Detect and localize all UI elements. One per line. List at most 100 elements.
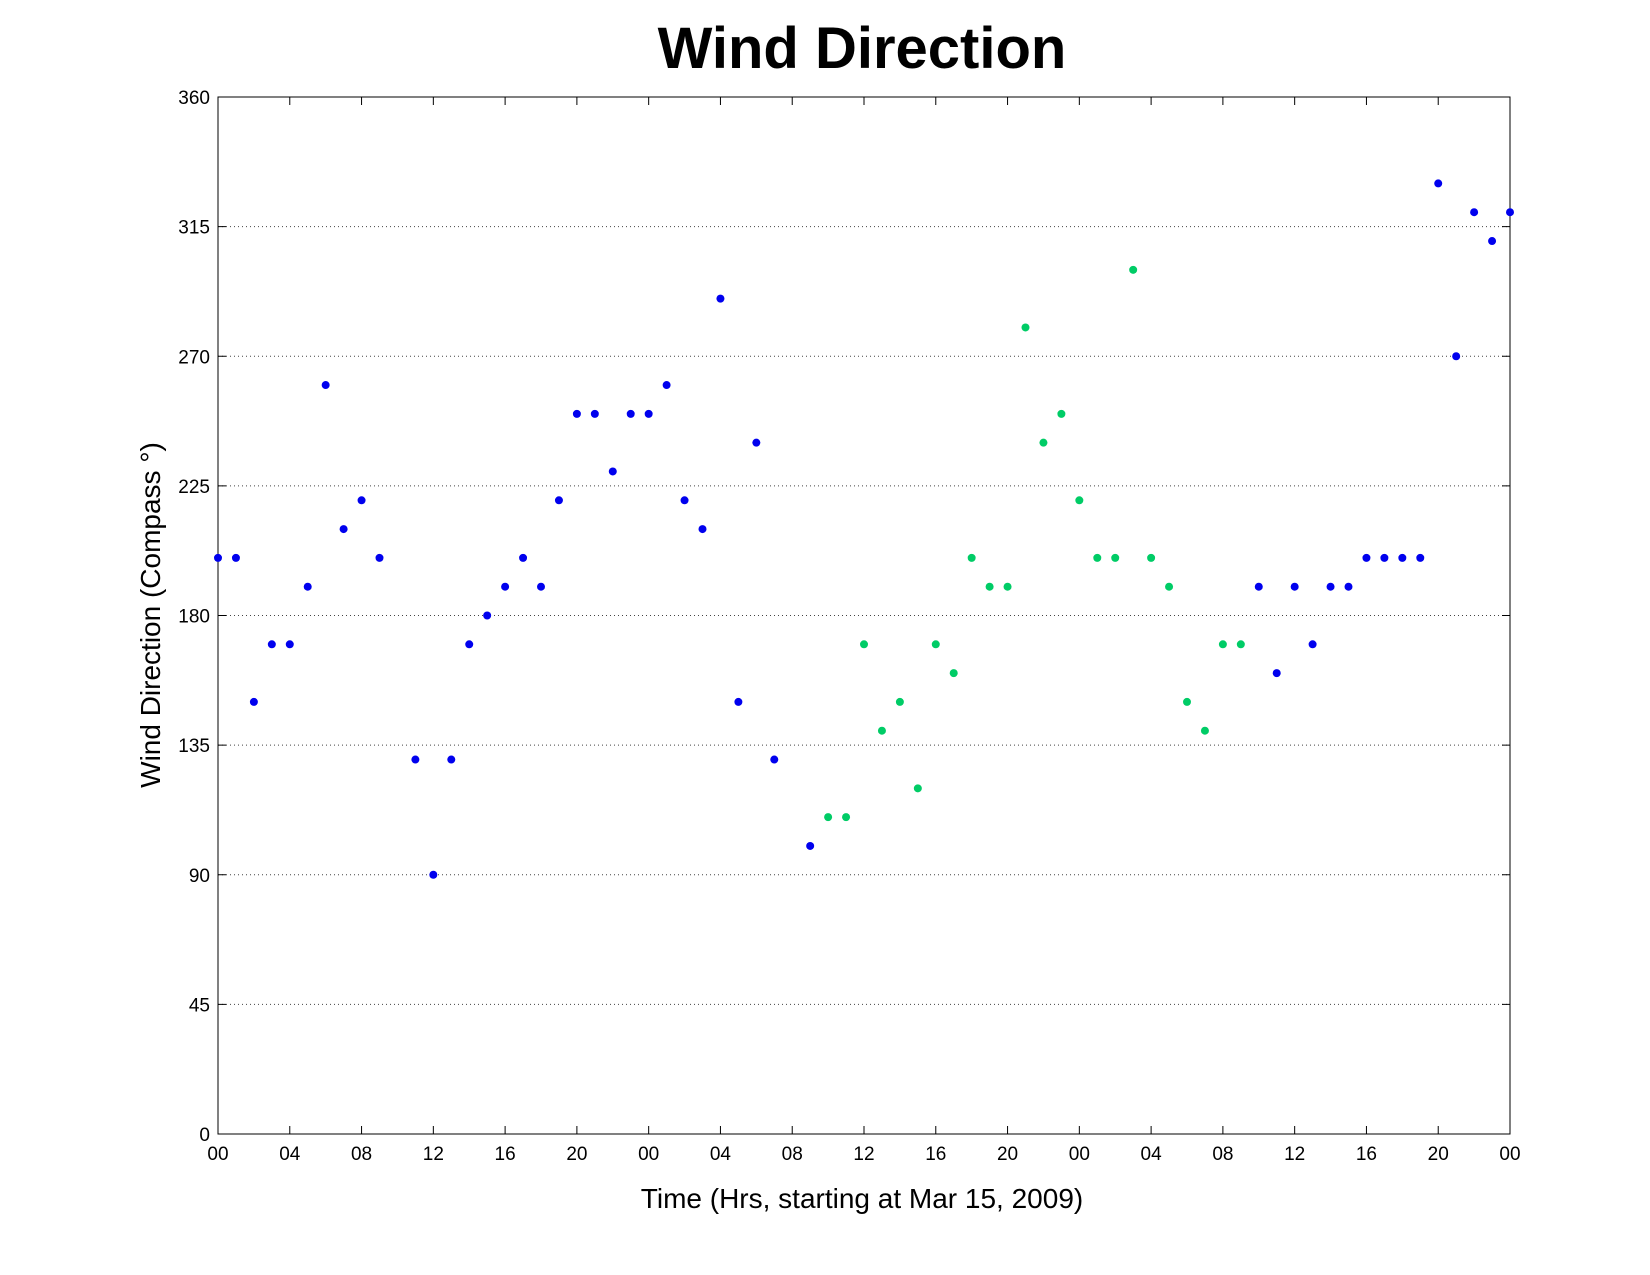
point: [429, 870, 438, 879]
x-tick-label: 12: [423, 1144, 444, 1165]
point: [1183, 697, 1191, 706]
point: [824, 813, 833, 822]
point: [303, 582, 312, 591]
point: [1452, 352, 1461, 361]
point: [1039, 438, 1048, 447]
x-tick-label: 12: [1284, 1144, 1305, 1165]
point: [447, 755, 456, 764]
point: [931, 640, 940, 649]
point: [590, 409, 599, 418]
point: [680, 496, 689, 505]
y-tick-label: 135: [178, 736, 210, 757]
point: [1362, 553, 1371, 562]
point: [1165, 582, 1174, 591]
point: [949, 669, 958, 678]
point: [249, 697, 258, 706]
point: [483, 611, 492, 620]
point: [1003, 582, 1012, 591]
point: [321, 381, 330, 390]
point: [608, 467, 617, 476]
point: [752, 438, 761, 447]
point: [501, 582, 510, 591]
y-tick-label: 0: [199, 1125, 210, 1146]
point: [537, 582, 545, 591]
x-tick-label: 04: [710, 1144, 732, 1165]
point: [913, 784, 922, 793]
point: [1326, 582, 1335, 591]
point: [644, 409, 653, 418]
y-axis-label: Wind Direction (Compass °): [135, 442, 166, 788]
y-tick-label: 270: [178, 347, 210, 368]
x-tick-label: 00: [638, 1144, 659, 1165]
point: [1218, 640, 1227, 649]
point: [1272, 669, 1281, 678]
point: [1093, 553, 1102, 562]
point: [1057, 409, 1066, 418]
point: [1416, 553, 1425, 562]
x-tick-label: 16: [495, 1144, 516, 1165]
point: [806, 841, 815, 850]
x-tick-label: 08: [782, 1144, 803, 1165]
point: [698, 525, 707, 534]
point: [1434, 179, 1443, 188]
x-tick-label: 04: [1141, 1144, 1163, 1165]
point: [375, 553, 384, 562]
x-tick-label: 16: [925, 1144, 946, 1165]
x-tick-label: 20: [997, 1144, 1018, 1165]
point: [770, 755, 779, 764]
point: [967, 553, 976, 562]
y-tick-label: 225: [178, 477, 210, 498]
point: [285, 640, 294, 649]
point: [842, 813, 851, 822]
chart-title: Wind Direction: [658, 16, 1067, 81]
plot-frame: [217, 96, 1511, 1135]
point: [1147, 553, 1156, 562]
point: [1470, 208, 1479, 217]
point: [626, 409, 635, 418]
point: [267, 640, 276, 649]
x-tick-label: 00: [207, 1144, 228, 1165]
point: [357, 496, 366, 505]
point: [1254, 582, 1263, 591]
point: [1506, 208, 1514, 217]
x-tick-label: 20: [1428, 1144, 1449, 1165]
point: [1308, 640, 1317, 649]
x-tick-label: 04: [279, 1144, 301, 1165]
point: [1236, 640, 1245, 649]
point: [554, 496, 563, 505]
point: [214, 553, 222, 562]
y-tick-label: 180: [178, 607, 210, 628]
point: [1111, 553, 1120, 562]
x-tick-label: 00: [1069, 1144, 1090, 1165]
x-axis-label: Time (Hrs, starting at Mar 15, 2009): [641, 1183, 1083, 1214]
x-tick-label: 16: [1356, 1144, 1377, 1165]
point: [895, 697, 904, 706]
point: [734, 697, 743, 706]
point: [985, 582, 994, 591]
y-tick-label: 90: [189, 866, 210, 887]
y-tick-label: 315: [178, 218, 210, 239]
point: [716, 294, 725, 303]
point: [1398, 553, 1407, 562]
point: [1290, 582, 1299, 591]
point: [1021, 323, 1030, 332]
point: [572, 409, 581, 418]
point: [411, 755, 420, 764]
x-tick-label: 08: [1212, 1144, 1233, 1165]
point: [860, 640, 868, 649]
point: [1344, 582, 1353, 591]
point: [877, 726, 886, 735]
point: [1129, 265, 1138, 274]
y-tick-label: 45: [189, 995, 210, 1016]
point: [231, 553, 240, 562]
point: [1200, 726, 1209, 735]
x-tick-label: 00: [1499, 1144, 1520, 1165]
point: [465, 640, 474, 649]
x-tick-label: 12: [853, 1144, 874, 1165]
point: [519, 553, 528, 562]
point: [339, 525, 348, 534]
point: [662, 381, 671, 390]
x-tick-label: 20: [566, 1144, 587, 1165]
point: [1380, 553, 1389, 562]
